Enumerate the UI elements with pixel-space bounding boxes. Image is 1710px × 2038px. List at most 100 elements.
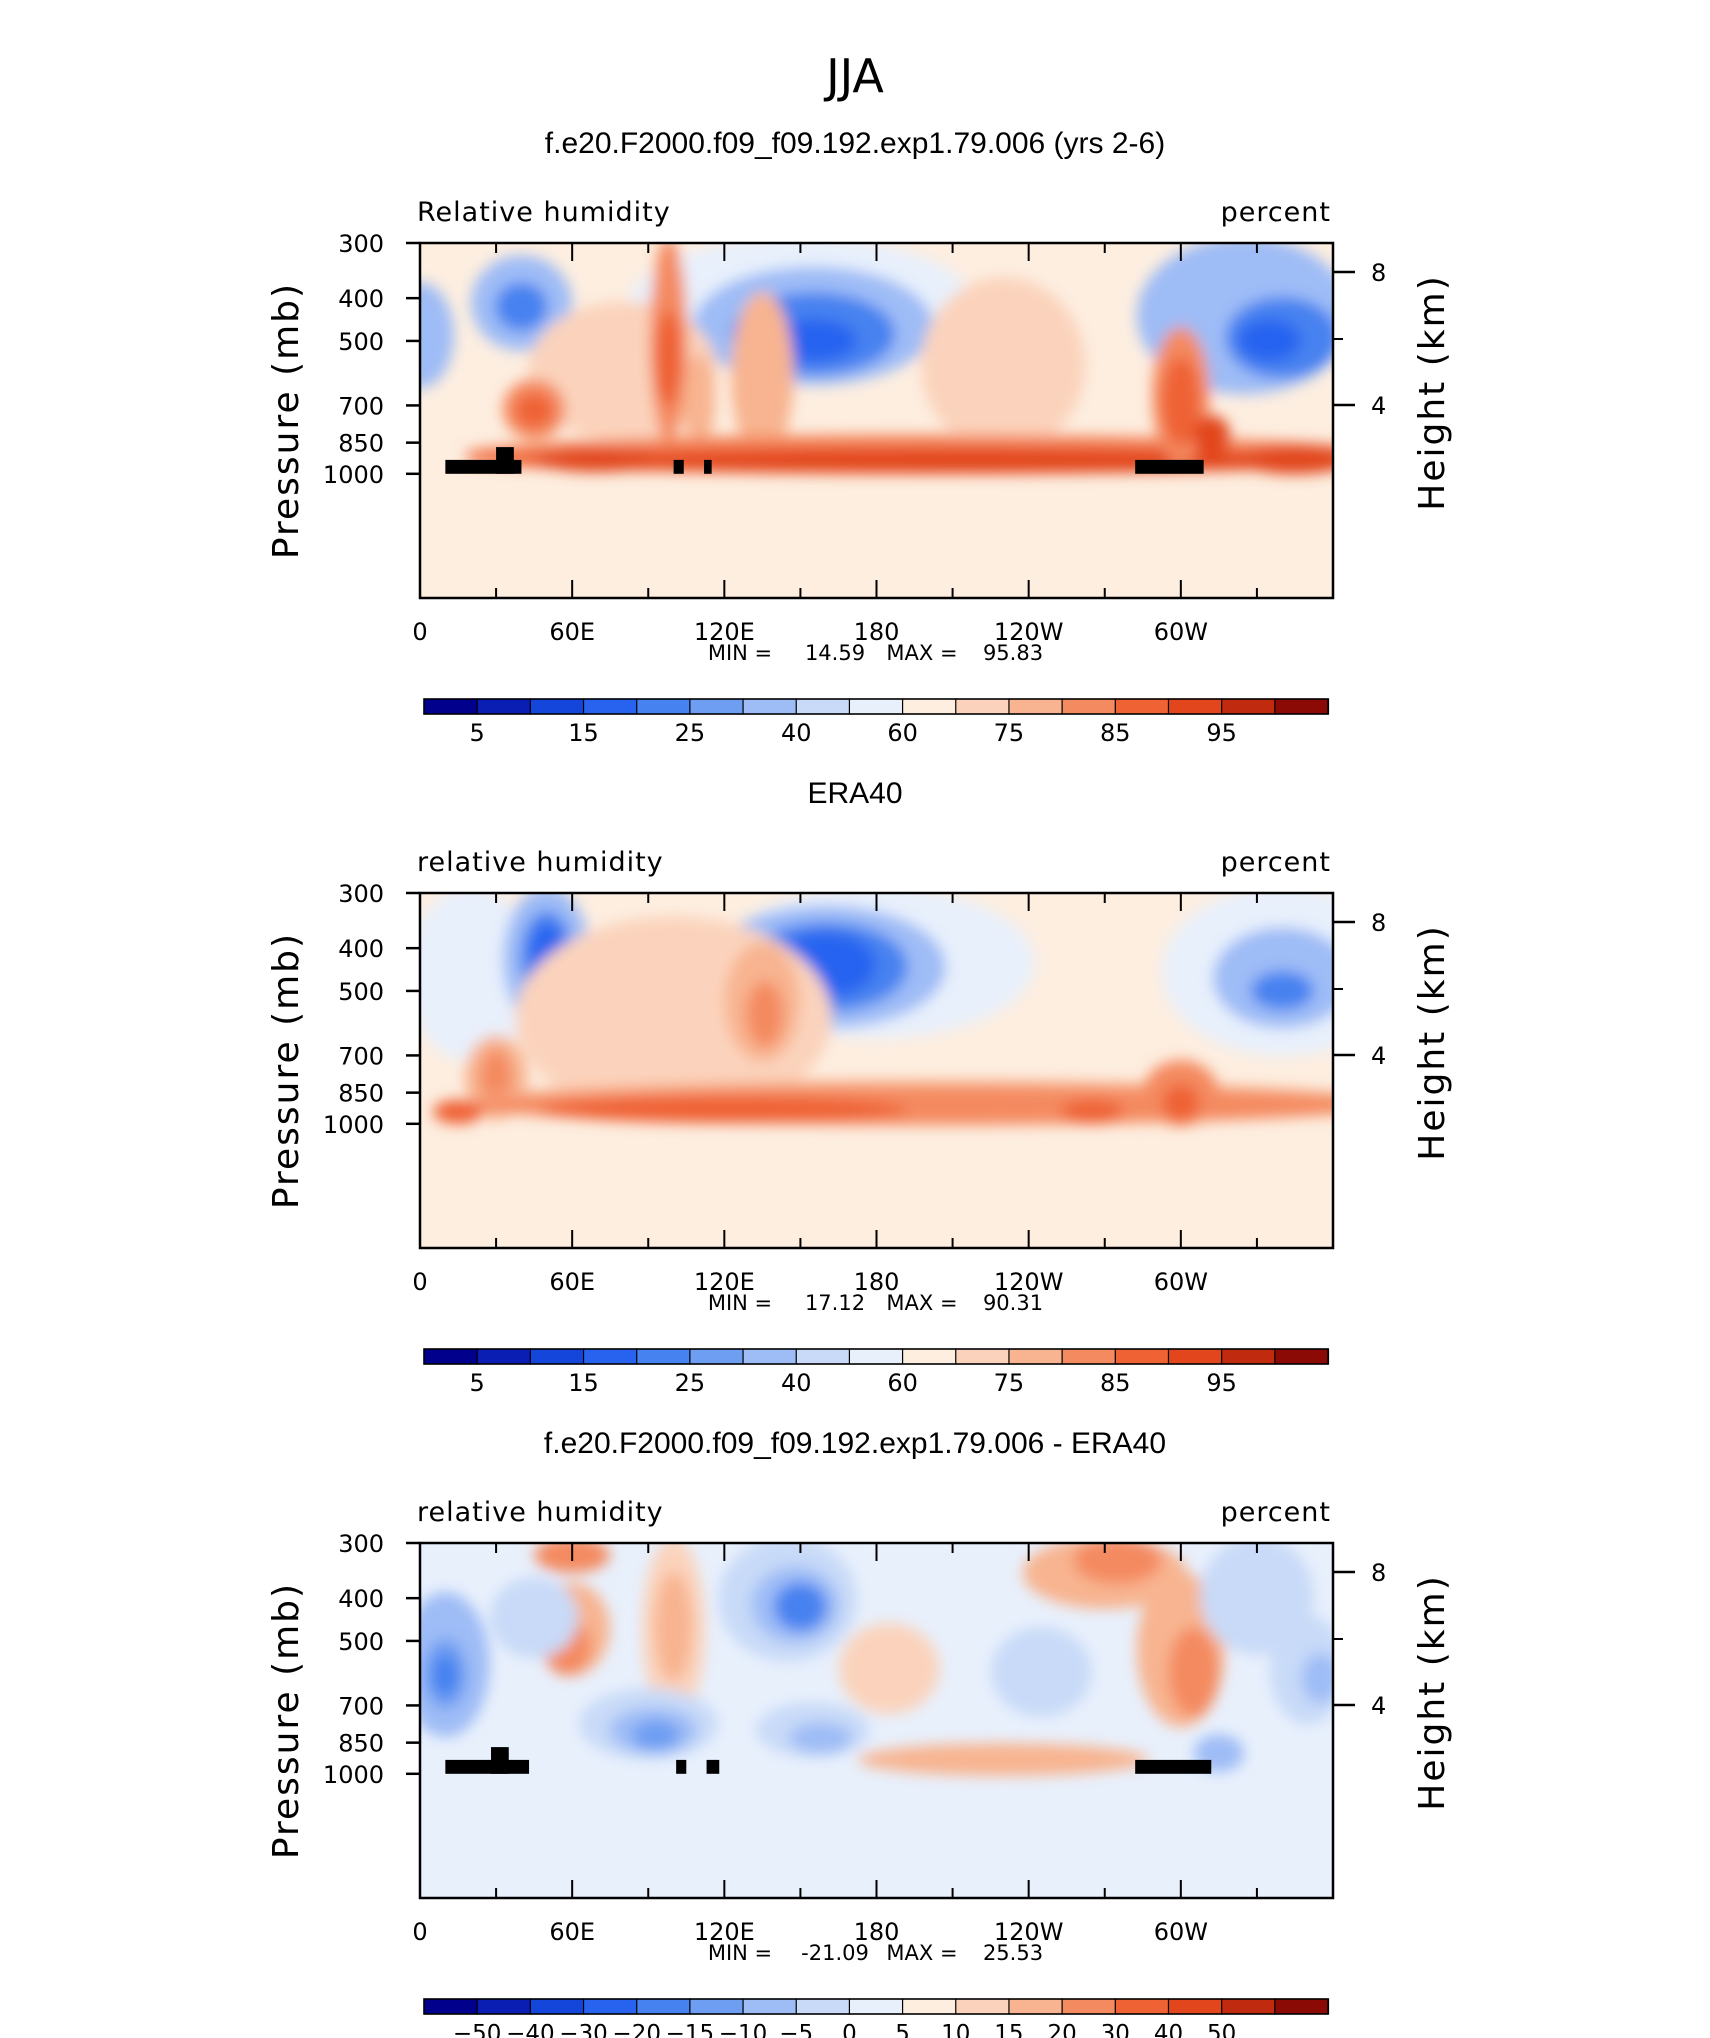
panel-2: ERA40 relative humidity percent 0 60E 120E 180… <box>266 777 1453 1397</box>
contour-region <box>1162 1084 1200 1122</box>
contour-region <box>1250 971 1314 1010</box>
contour-region <box>1168 1627 1219 1717</box>
colorbar-swatch <box>1061 1998 1117 2015</box>
x-tick-label: 60E <box>549 1918 595 1946</box>
min-value: -21.09 <box>801 1941 869 1965</box>
colorbar-label: −15 <box>666 2021 715 2038</box>
min-label: MIN = <box>708 1291 772 1315</box>
colorbar-swatch <box>742 698 798 715</box>
colorbar-label: 40 <box>1154 2021 1183 2038</box>
min-value: 14.59 <box>805 641 865 665</box>
max-value: 95.83 <box>983 641 1043 665</box>
contour-region <box>534 447 661 472</box>
colorbar-label: 85 <box>1100 1369 1131 1397</box>
colorbar-swatch <box>795 1348 851 1365</box>
x-tick-label: 120W <box>994 618 1064 646</box>
colorbar-label: −40 <box>506 2021 555 2038</box>
contour-region <box>1238 318 1301 362</box>
contour-region <box>490 1577 579 1659</box>
colorbar: 5 15 25 40 60 75 85 95 <box>423 1348 1330 1397</box>
contour-region <box>1238 445 1333 474</box>
colorbar-label: 75 <box>994 719 1025 747</box>
contour-region <box>682 353 716 449</box>
max-value: 25.53 <box>983 1941 1043 1965</box>
contour-region <box>433 1099 484 1124</box>
x-tick-label: 60E <box>549 1268 595 1296</box>
y-tick-label: 300 <box>338 230 384 258</box>
y-tick-label: 400 <box>338 285 384 313</box>
field-label: relative humidity <box>417 1497 664 1528</box>
colorbar-swatch <box>1114 1998 1170 2015</box>
contour-bands <box>420 1543 1333 1776</box>
x-tick-label: 120E <box>694 1918 755 1946</box>
field-label: relative humidity <box>417 847 664 878</box>
y-tick-label: 1000 <box>323 1111 384 1139</box>
colorbar-label: −10 <box>719 2021 768 2038</box>
colorbar-swatch <box>689 1998 745 2015</box>
panel-title: ERA40 <box>807 777 902 810</box>
colorbar-swatch <box>529 698 585 715</box>
x-tick-label: 120E <box>694 1268 755 1296</box>
contour-bands <box>420 893 1333 1126</box>
colorbar-label: 50 <box>1207 2021 1236 2038</box>
y-tick-label: 850 <box>338 430 384 458</box>
contour-region <box>654 310 683 406</box>
colorbar-swatch <box>1274 1998 1330 2015</box>
colorbar-swatch <box>901 1348 957 1365</box>
colorbar-swatch <box>476 1348 532 1365</box>
units-label: percent <box>1221 197 1331 228</box>
colorbar-swatch <box>689 1348 745 1365</box>
contour-region <box>420 282 454 389</box>
panel-1: f.e20.F2000.f09_f09.192.exp1.79.006 (yrs… <box>266 127 1453 747</box>
y-tick-label: 400 <box>338 935 384 963</box>
colorbar-swatch <box>476 698 532 715</box>
colorbar-swatch <box>1061 698 1117 715</box>
colorbar-label: −20 <box>612 2021 661 2038</box>
y-axis-title: Pressure (mb) <box>266 932 307 1209</box>
colorbar-label: 0 <box>842 2021 857 2038</box>
colorbar-swatch <box>795 698 851 715</box>
y-axis-title-right: Height (km) <box>1412 274 1453 510</box>
topography-mask <box>496 447 514 474</box>
x-tick-label: 60W <box>1154 1918 1208 1946</box>
colorbar-swatch <box>1008 698 1064 715</box>
colorbar-frame <box>423 698 1329 715</box>
colorbar: −50 −40 −30 −20 −15 −10 −5 0 5 10 15 20 30 40 50 <box>423 1998 1330 2038</box>
colorbar-label: 20 <box>1047 2021 1076 2038</box>
x-tick-label: 120W <box>994 1918 1064 1946</box>
max-value: 90.31 <box>983 1291 1043 1315</box>
contour-region <box>479 1049 513 1106</box>
right-y-tick-label: 4 <box>1371 392 1386 420</box>
x-tick-label: 60E <box>549 618 595 646</box>
contour-region <box>857 1743 1149 1776</box>
y-tick-label: 400 <box>338 1585 384 1613</box>
y-tick-label: 500 <box>338 328 384 356</box>
colorbar-label: 25 <box>675 1369 706 1397</box>
colorbar-swatch <box>423 1998 479 2015</box>
colorbar-swatch <box>1221 1998 1276 2015</box>
colorbar-label: 95 <box>1206 1369 1237 1397</box>
contour-region <box>731 292 794 460</box>
min-value: 17.12 <box>805 1291 865 1315</box>
colorbar-swatch <box>1167 698 1223 715</box>
colorbar-swatch <box>955 698 1011 715</box>
colorbar-swatch <box>423 1348 479 1365</box>
y-tick-label: 500 <box>338 1628 384 1656</box>
y-tick-label: 700 <box>338 1692 384 1720</box>
colorbar-swatch <box>901 698 957 715</box>
contour-region <box>774 1582 827 1631</box>
contour-region <box>1301 1653 1333 1704</box>
colorbar-swatch <box>1274 1348 1330 1365</box>
colorbar-swatch <box>1167 1348 1223 1365</box>
colorbar-label: 85 <box>1100 719 1131 747</box>
right-y-tick-label: 8 <box>1371 909 1386 937</box>
colorbar-label: 95 <box>1206 719 1237 747</box>
panel-3: f.e20.F2000.f09_f09.192.exp1.79.006 - ER… <box>266 1427 1453 2038</box>
contour-region <box>990 1627 1092 1717</box>
contour-region <box>515 393 553 428</box>
colorbar-label: 10 <box>941 2021 970 2038</box>
colorbar-swatch <box>742 1348 798 1365</box>
colorbar-swatch <box>636 698 691 715</box>
colorbar-frame <box>423 1348 1329 1365</box>
colorbar-swatch <box>423 698 479 715</box>
